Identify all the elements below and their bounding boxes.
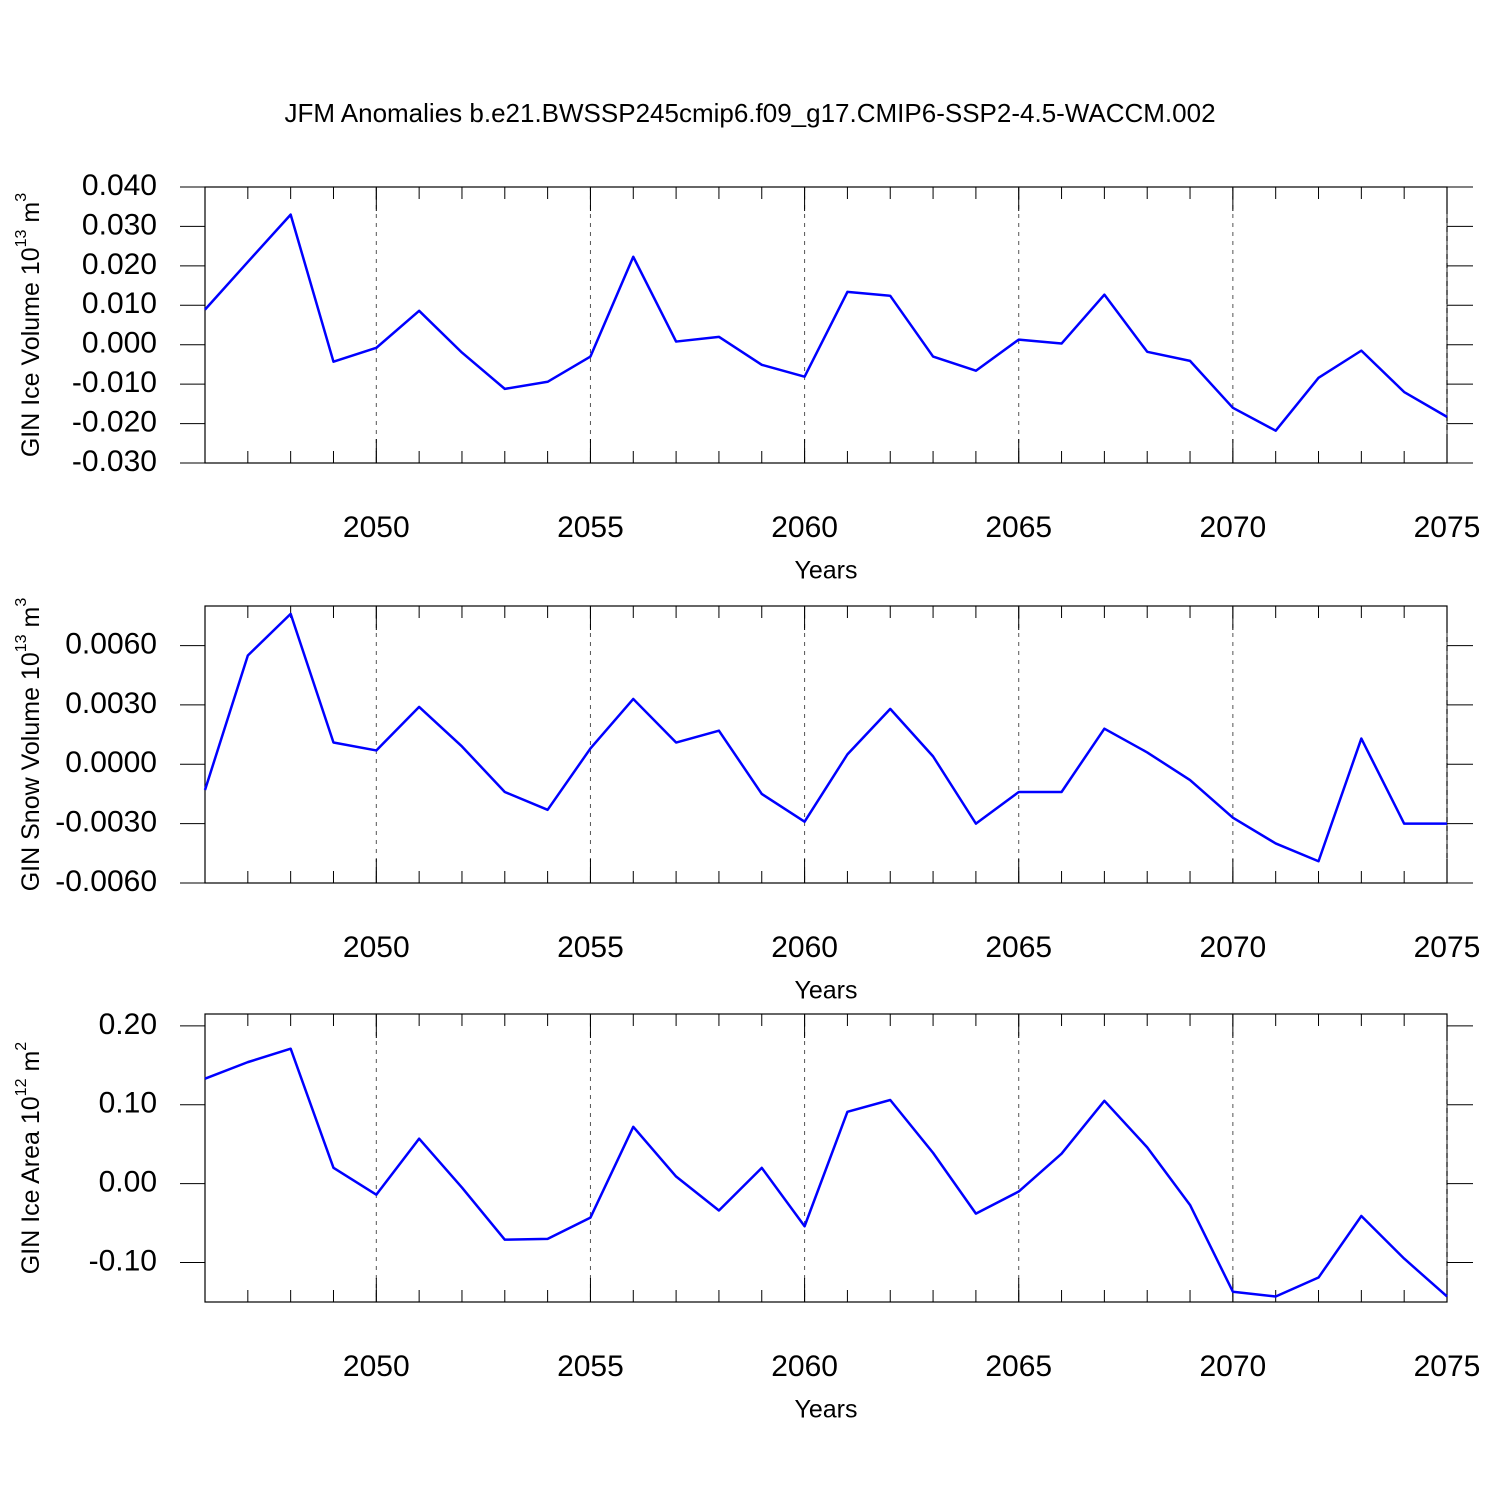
x-axis-label: Years (794, 557, 857, 585)
y-axis-label: GIN Ice Area 1012 m2 (13, 1042, 44, 1275)
y-axis-label: GIN Ice Volume 1013 m3 (13, 193, 44, 457)
y-tick-label: 0.040 (82, 169, 157, 202)
x-tick-label: 2075 (1414, 511, 1481, 544)
y-tick-label: -0.10 (89, 1244, 157, 1277)
y-tick-label: -0.0030 (55, 806, 157, 839)
x-tick-label: 2065 (985, 1350, 1052, 1383)
y-axis-label-part: 13 (13, 634, 30, 652)
y-axis-label-part: m (17, 607, 45, 628)
x-tick-label: 2055 (557, 931, 624, 964)
y-tick-label: 0.0000 (65, 746, 157, 779)
y-tick-label: 0.20 (99, 1008, 157, 1041)
x-tick-label: 2065 (985, 931, 1052, 964)
x-axis-label: Years (794, 1396, 857, 1424)
y-tick-label: 0.010 (82, 287, 157, 320)
y-axis-label-part: 12 (13, 1078, 30, 1096)
x-tick-label: 2050 (343, 931, 410, 964)
x-tick-label: 2055 (557, 1350, 624, 1383)
y-axis-label-part: 2 (13, 1042, 30, 1051)
y-tick-label: 0.0060 (65, 627, 157, 660)
x-tick-label: 2070 (1199, 1350, 1266, 1383)
y-axis-label: GIN Snow Volume 1013 m3 (13, 598, 44, 892)
data-line (204, 213, 1448, 432)
y-tick-label: 0.10 (99, 1087, 157, 1120)
data-line (204, 1047, 1448, 1298)
y-axis-label-part: m (17, 1051, 45, 1072)
y-axis-label-part: 3 (13, 193, 30, 202)
y-tick-label: 0.0030 (65, 687, 157, 720)
x-tick-label: 2060 (771, 1350, 838, 1383)
y-axis-label-part: GIN Ice Area 10 (17, 1096, 45, 1274)
y-tick-label: 0.020 (82, 248, 157, 281)
y-axis-label-part: m (17, 202, 45, 223)
x-tick-label: 2060 (771, 931, 838, 964)
plot-frame (204, 1013, 1448, 1303)
y-tick-label: -0.030 (72, 445, 157, 478)
x-tick-label: 2050 (343, 511, 410, 544)
x-tick-label: 2050 (343, 1350, 410, 1383)
x-tick-label: 2065 (985, 511, 1052, 544)
x-tick-label: 2075 (1414, 1350, 1481, 1383)
figure-title: JFM Anomalies b.e21.BWSSP245cmip6.f09_g1… (284, 98, 1215, 128)
y-axis-label-part: 13 (13, 229, 30, 247)
x-tick-label: 2070 (1199, 511, 1266, 544)
y-axis-label-part: GIN Ice Volume 10 (17, 247, 45, 457)
plot-frame (204, 605, 1448, 884)
x-tick-label: 2070 (1199, 931, 1266, 964)
x-tick-label: 2075 (1414, 931, 1481, 964)
x-tick-label: 2055 (557, 511, 624, 544)
y-tick-label: 0.000 (82, 327, 157, 360)
y-tick-label: -0.020 (72, 405, 157, 438)
y-axis-label-part: GIN Snow Volume 10 (17, 652, 45, 891)
y-tick-label: 0.030 (82, 208, 157, 241)
y-axis-label-part: 3 (13, 598, 30, 607)
y-tick-label: -0.010 (72, 366, 157, 399)
y-tick-label: -0.0060 (55, 865, 157, 898)
x-axis-label: Years (794, 977, 857, 1005)
y-tick-label: 0.00 (99, 1166, 157, 1199)
x-tick-label: 2060 (771, 511, 838, 544)
data-line (203, 612, 1447, 863)
